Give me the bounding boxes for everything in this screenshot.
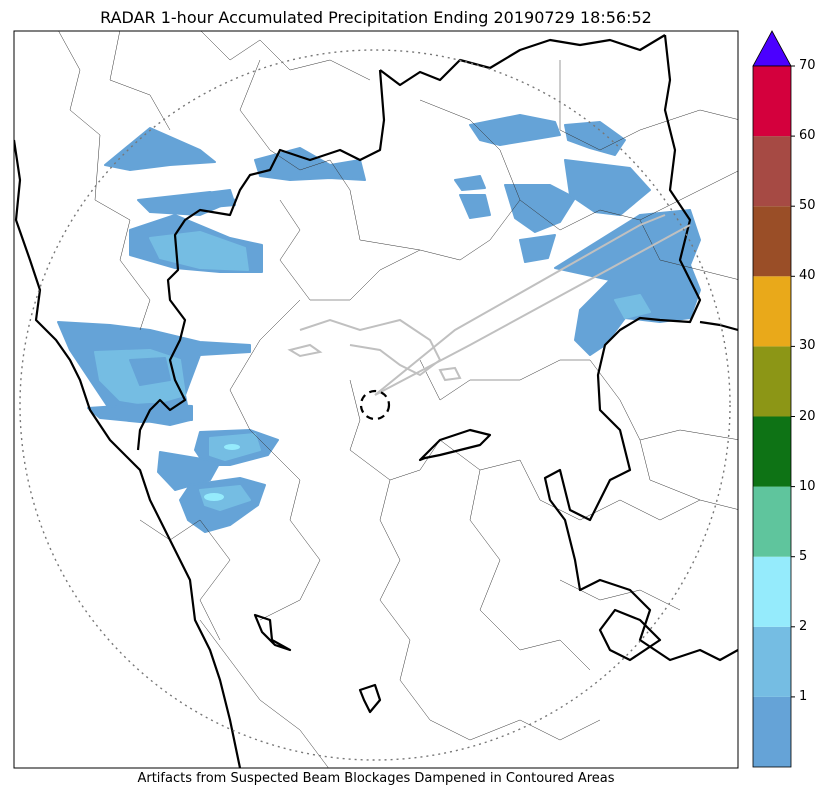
colorbar-bin	[753, 486, 791, 557]
colorbar-bin	[753, 346, 791, 417]
colorbar-bin	[753, 696, 791, 767]
colorbar	[752, 30, 795, 768]
precipitation-echo	[87, 403, 193, 423]
district-boundaries	[58, 31, 738, 768]
colorbar-tick-label: 40	[799, 268, 816, 284]
precipitation-echo	[519, 234, 556, 263]
colorbar-tick-label: 60	[799, 128, 816, 144]
precipitation-echo	[129, 357, 171, 386]
colorbar-bin	[753, 416, 791, 487]
colorbar-tick-label: 30	[799, 338, 816, 354]
colorbar-bin	[753, 276, 791, 347]
colorbar-tick-label: 20	[799, 408, 816, 424]
precipitation-echo	[254, 147, 366, 181]
colorbar-tick-label: 70	[799, 58, 816, 73]
colorbar-bin	[753, 136, 791, 207]
radar-range-ring	[19, 49, 731, 761]
colorbar-tick-label: 10	[799, 478, 816, 494]
precipitation-echo	[614, 294, 651, 319]
precipitation-echo	[459, 194, 491, 219]
colorbar-bin	[753, 66, 791, 137]
precipitation-echo	[504, 184, 576, 233]
radar-site-marker	[359, 389, 391, 421]
colorbar-extend-arrow	[752, 30, 792, 67]
colorbar-tick-label: 50	[799, 198, 816, 214]
precipitation-echo	[454, 175, 486, 191]
precipitation-core	[224, 444, 240, 450]
colorbar-tick-label: 5	[799, 548, 808, 564]
precipitation-echo	[564, 121, 626, 156]
beam-blockage-contours	[287, 214, 691, 396]
precipitation-echo	[564, 159, 651, 216]
precipitation-echo	[199, 485, 251, 511]
map-area	[14, 31, 738, 768]
colorbar-bin	[753, 556, 791, 627]
state-boundaries	[14, 34, 738, 768]
precipitation-echo	[104, 127, 216, 171]
colorbar-bin	[753, 626, 791, 697]
map-footer-note: Artifacts from Suspected Beam Blockages …	[137, 771, 615, 786]
map-title: RADAR 1-hour Accumulated Precipitation E…	[100, 8, 652, 27]
colorbar-bin	[753, 206, 791, 277]
precipitation-echo	[469, 114, 561, 146]
colorbar-tick-label: 2	[799, 618, 808, 634]
precipitation-layer	[57, 114, 701, 533]
precipitation-core	[204, 493, 224, 501]
map-frame	[13, 30, 739, 769]
colorbar-tick-label: 1	[799, 688, 808, 704]
precipitation-echo	[554, 209, 701, 356]
